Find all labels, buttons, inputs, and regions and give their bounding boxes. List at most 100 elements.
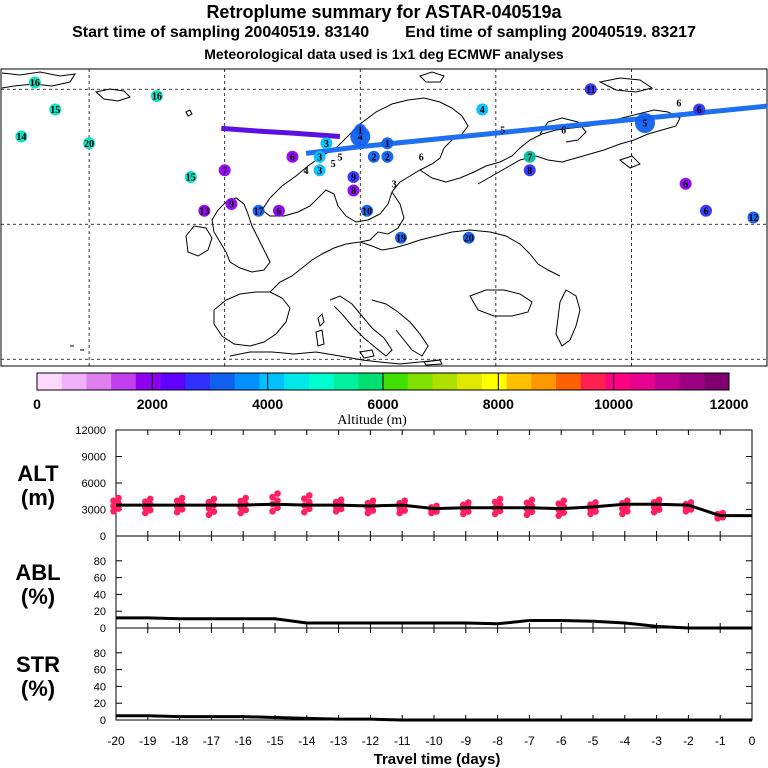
y-tick-label: 0 [100,531,106,543]
cluster-marker [184,171,197,183]
colorbar-segment [531,373,557,390]
cluster-marker [381,150,394,163]
cluster-label: 19 [396,233,406,244]
altitude-sample-point [619,505,626,512]
panel-label-name: ALT [17,461,59,486]
cluster-label: 9 [351,173,356,184]
panel-label-name: ABL [15,560,60,585]
cluster-label: 10 [362,206,372,217]
cluster-label: 6 [276,206,281,217]
y-tick-label: 20 [94,606,106,618]
altitude-sample-point [523,499,531,507]
colorbar-title: Altitude (m) [337,413,407,428]
cluster-label: 5 [642,119,647,130]
colorbar-segment [506,373,532,390]
map-coastlines [1,71,681,366]
cluster-label: 8 [351,186,356,197]
colorbar-segment [556,373,582,390]
y-tick-label: 60 [94,665,106,677]
altitude-sample-point [592,508,599,515]
altitude-sample-point [496,495,504,503]
cluster-marker [523,150,536,163]
met-data-note: Meteorological data used is 1x1 deg ECMW… [204,46,564,62]
altitude-sample-point [523,511,531,519]
cluster-marker [381,137,394,150]
altitude-sample-point [242,494,249,502]
colorbar-tick-label: 12000 [710,396,749,412]
coastline-italy [329,295,393,357]
coastline-caspian [555,289,581,347]
colorbar-segment [234,373,260,390]
cluster-label: 14 [16,132,26,143]
cluster-label: 17 [254,206,264,217]
altitude-sample-point [369,507,377,514]
x-tick-label: -19 [139,734,157,748]
panel-label-unit: (%) [21,676,55,701]
cluster-label: 16 [152,92,162,103]
cluster-label: 15 [50,105,60,116]
cluster-marker [150,90,163,102]
cluster-label: 20 [464,233,474,244]
altitude-sample-point [528,496,536,504]
altitude-sample-point [650,508,658,516]
altitude-sample-point [274,497,281,504]
cluster-label: 6 [290,152,295,163]
cluster-label: 6 [683,179,688,190]
colorbar-tick-label: 10000 [594,396,633,412]
colorbar-segment [135,373,161,390]
colorbar-segment [210,373,236,390]
cluster-marker [347,184,360,197]
coastline-faroe [185,109,193,117]
colorbar-segment [432,373,458,390]
cluster-label: 4 [358,132,363,143]
cluster-label: 5 [337,152,342,163]
cluster-marker [361,204,374,217]
cluster-label: 16 [30,78,40,89]
altitude-sample-point [587,510,594,518]
cluster-label: 4 [304,166,309,177]
cluster-label: 8 [527,166,532,177]
cluster-marker [28,76,41,89]
series-line [116,714,752,722]
series-line [116,616,752,630]
panel-label-unit: (%) [21,584,55,609]
altitude-sample-point [110,502,117,510]
altitude-sample-point [274,490,281,497]
cluster-label: 6 [697,105,702,116]
panel-str: 0 20 40 60 80 STR(%) [16,627,753,727]
panel-frame [115,535,753,629]
colorbar-segment [185,373,211,390]
altitude-sample-point [401,497,409,504]
altitude-sample-point [592,499,599,506]
x-tick-label: -8 [492,734,503,748]
altitude-sample-point [301,508,308,516]
cluster-label: 3 [317,166,322,177]
map-frame [0,68,768,367]
altitude-sample-point [210,495,218,503]
altitude-sample-point [465,499,472,506]
x-tick-label: -2 [683,734,694,748]
colorbar-segment [308,373,334,390]
cluster-label: 5 [500,125,505,136]
y-tick-label: 40 [94,681,106,693]
cluster-label: 2 [385,152,390,163]
y-tick-label: 60 [94,573,106,585]
altitude-sample-point [555,500,562,507]
colorbar-segment [704,373,730,390]
y-tick-label: 3000 [82,505,106,517]
altitude-sample-point [269,507,276,515]
altitude-sample-point [173,508,181,516]
altitude-sample-point [205,511,213,519]
cluster-label: 15 [186,173,196,184]
altitude-sample-point [210,508,218,515]
altitude-sample-point [624,507,631,515]
colorbar-tick-label: 0 [33,396,41,412]
x-tick-label: -1 [715,734,726,748]
cluster-marker [699,204,712,217]
colorbar-segment [679,373,705,390]
altitude-sample-point [528,508,536,516]
chart-title: Retroplume summary for ASTAR-040519a [206,2,562,22]
cluster-marker [313,150,326,163]
